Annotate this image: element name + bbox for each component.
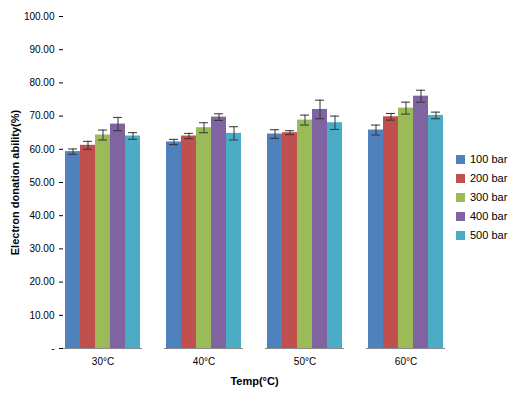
svg-text:40°C: 40°C <box>193 356 215 367</box>
svg-text:70.00: 70.00 <box>29 110 54 121</box>
svg-text:20.00: 20.00 <box>29 276 54 287</box>
svg-text:50°C: 50°C <box>294 356 316 367</box>
svg-text:60°C: 60°C <box>395 356 417 367</box>
html-text:200 bar: 200 bar <box>470 172 508 184</box>
svg-text:90.00: 90.00 <box>29 44 54 55</box>
html-text:100 bar: 100 bar <box>470 153 508 165</box>
svg-text:100.00: 100.00 <box>24 11 55 22</box>
svg-text:30°C: 30°C <box>92 356 114 367</box>
svg-text:Electron donation ability(%): Electron donation ability(%) <box>9 109 21 255</box>
svg-text:80.00: 80.00 <box>29 77 54 88</box>
svg-text:-: - <box>51 343 54 354</box>
svg-text:30.00: 30.00 <box>29 243 54 254</box>
svg-text:60.00: 60.00 <box>29 144 54 155</box>
html-text:400 bar: 400 bar <box>470 210 508 222</box>
svg-text:50.00: 50.00 <box>29 177 54 188</box>
svg-text:10.00: 10.00 <box>29 310 54 321</box>
html-text:500 bar: 500 bar <box>470 229 508 241</box>
html-text:300 bar: 300 bar <box>470 191 508 203</box>
svg-text:40.00: 40.00 <box>29 210 54 221</box>
svg-text:Temp(°C): Temp(°C) <box>230 375 279 387</box>
